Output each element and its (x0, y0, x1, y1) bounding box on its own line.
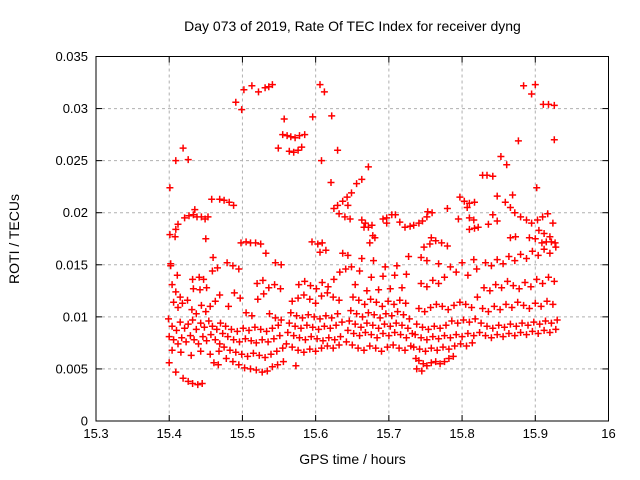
gridlines (96, 56, 609, 421)
x-tick-label: 15.4 (157, 426, 182, 441)
x-tick-label: 16 (601, 426, 615, 441)
data-points (165, 81, 561, 389)
x-axis-label: GPS time / hours (299, 451, 406, 467)
x-tick-label: 15.7 (376, 426, 401, 441)
chart-title: Day 073 of 2019, Rate Of TEC Index for r… (184, 18, 521, 34)
y-tick-label: 0.03 (63, 101, 88, 116)
x-tick-label: 15.3 (83, 426, 108, 441)
x-tick-label: 15.6 (303, 426, 328, 441)
y-tick-label: 0.01 (63, 309, 88, 324)
scatter-marker-plus (165, 81, 561, 389)
y-tick-label: 0.035 (55, 49, 88, 64)
tick-labels: 15.3 15.4 15.5 15.6 15.7 15.8 15.9 16 0 0.005 0.01… (55, 49, 615, 441)
y-tick-label: 0.025 (55, 153, 88, 168)
x-tick-label: 15.8 (449, 426, 474, 441)
axes (95, 56, 609, 422)
x-tick-label: 15.5 (230, 426, 255, 441)
x-tick-label: 15.9 (523, 426, 548, 441)
y-tick-label: 0.005 (55, 361, 88, 376)
y-tick-label: 0.015 (55, 257, 88, 272)
y-tick-label: 0 (81, 414, 88, 429)
y-tick-label: 0.02 (63, 205, 88, 220)
